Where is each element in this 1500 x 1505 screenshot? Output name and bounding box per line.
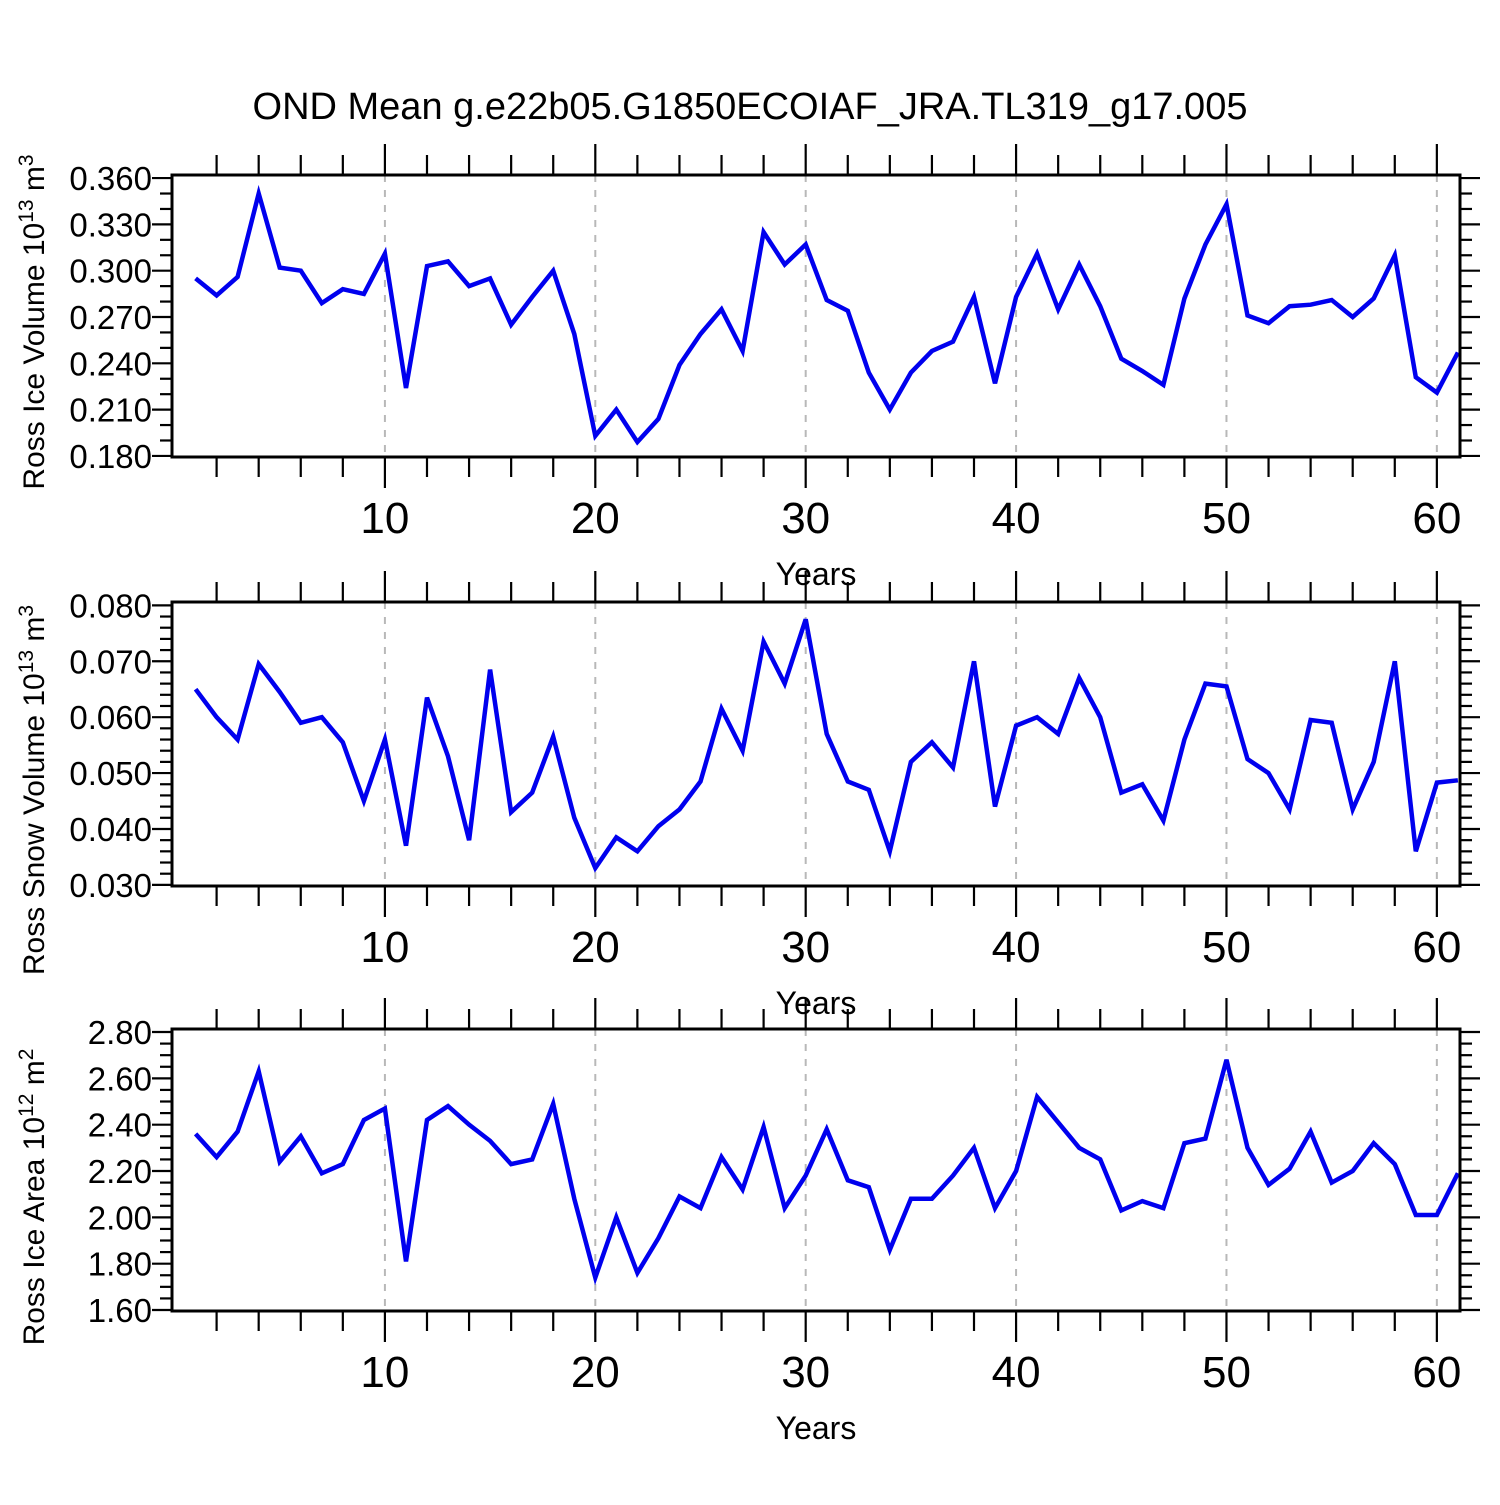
y-tick-label: 2.00	[88, 1199, 152, 1236]
y-tick-label: 1.60	[88, 1292, 152, 1329]
y-tick-label: 0.180	[69, 438, 152, 475]
y-tick-label: 0.210	[69, 392, 152, 429]
y-tick-label: 0.080	[69, 587, 152, 624]
y-tick-label: 0.070	[69, 643, 152, 680]
x-tick-label: 20	[571, 494, 620, 543]
x-tick-label: 20	[571, 1348, 620, 1397]
ross-snow-volume-panel: 10 20 30 40 50 60 Years 0.030 0.040 0.050 0.060 0.0…	[15, 571, 1480, 1021]
x-tick-label: 30	[781, 1348, 830, 1397]
x-tick-label: 10	[360, 494, 409, 543]
x-tick-label: 10	[360, 1348, 409, 1397]
y-tick-label: 0.360	[69, 160, 152, 197]
x-tick-label: 30	[781, 923, 830, 972]
x-axis-title: Years	[776, 985, 857, 1021]
y-tick-label: 2.80	[88, 1014, 152, 1051]
y-tick-label: 0.330	[69, 206, 152, 243]
y-tick-label: 0.040	[69, 811, 152, 848]
y-tick-label: 1.80	[88, 1246, 152, 1283]
y-tick-label: 0.300	[69, 253, 152, 290]
ross-snow-volume-ylabel: Ross Snow Volume 1013 m3	[15, 605, 51, 975]
x-axis-title: Years	[776, 556, 857, 592]
y-tick-label: 0.050	[69, 755, 152, 792]
ross-ice-volume-series-line	[194, 184, 1460, 446]
ross-ice-area-panel: 10 20 30 40 50 60 Years 1.60 1.80 2.00 2.20 2.40 2.6…	[15, 998, 1480, 1446]
axis-box	[170, 173, 1462, 459]
x-tick-label: 60	[1412, 494, 1461, 543]
ross-ice-area-series-line	[193, 1059, 1460, 1286]
y-tick-label: 2.40	[88, 1107, 152, 1144]
axis-box	[170, 600, 1462, 888]
ross-ice-volume-ylabel: Ross Ice Volume 1013 m3	[15, 154, 51, 489]
y-tick-label: 2.60	[88, 1060, 152, 1097]
x-tick-label: 40	[992, 923, 1041, 972]
ross-snow-volume-series-line	[193, 618, 1459, 873]
axis-box	[170, 1027, 1462, 1313]
x-axis-title: Years	[776, 1410, 857, 1446]
y-tick-label: 0.030	[69, 867, 152, 904]
x-tick-label: 60	[1412, 923, 1461, 972]
x-tick-label: 20	[571, 923, 620, 972]
x-tick-label: 50	[1202, 494, 1251, 543]
x-tick-label: 40	[992, 1348, 1041, 1397]
y-tick-label: 0.270	[69, 299, 152, 336]
x-tick-label: 10	[360, 923, 409, 972]
x-tick-label: 30	[781, 494, 830, 543]
chart-title: OND Mean g.e22b05.G1850ECOIAF_JRA.TL319_…	[252, 86, 1248, 128]
x-tick-label: 50	[1202, 1348, 1251, 1397]
y-tick-label: 2.20	[88, 1153, 152, 1190]
x-tick-label: 50	[1202, 923, 1251, 972]
ross-ice-area-ylabel: Ross Ice Area 1012 m2	[15, 1049, 51, 1346]
y-tick-label: 0.060	[69, 699, 152, 736]
x-tick-label: 40	[992, 494, 1041, 543]
y-tick-label: 0.240	[69, 345, 152, 382]
ross-ice-volume-panel: 10 20 30 40 50 60 Years 0.180 0.210 0.240 0.270 0.3…	[15, 144, 1480, 592]
x-tick-label: 60	[1412, 1348, 1461, 1397]
